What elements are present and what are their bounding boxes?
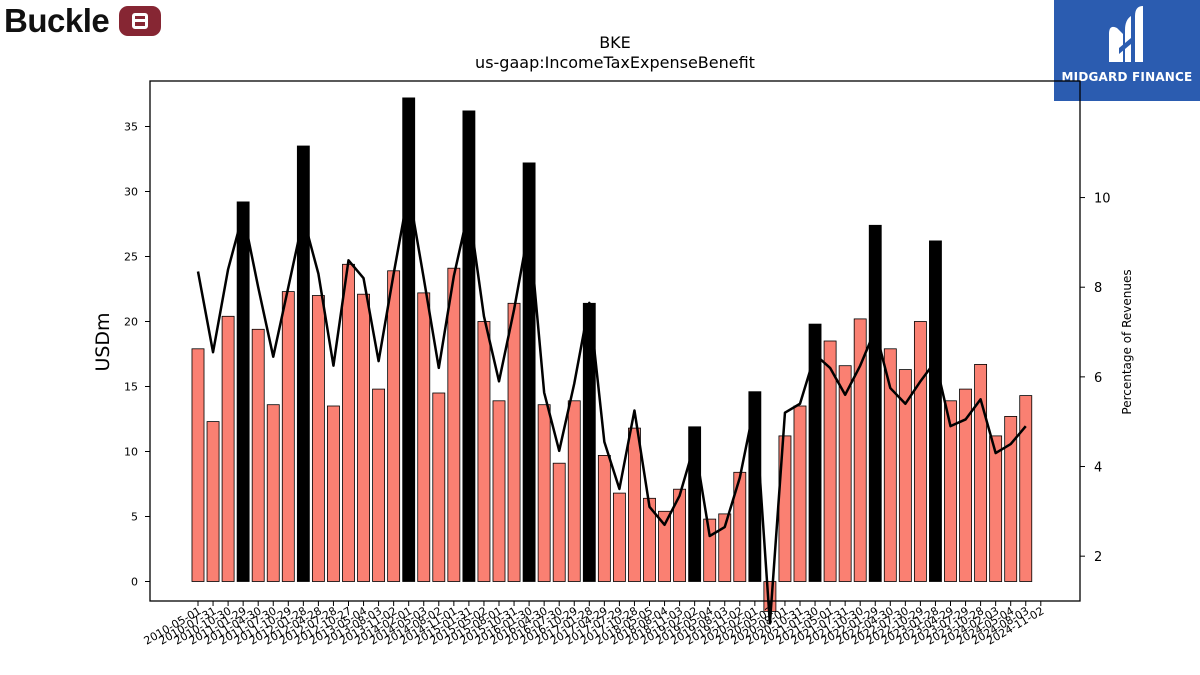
bar xyxy=(643,497,656,582)
y2-tick-label: 8 xyxy=(1094,281,1102,296)
bar xyxy=(387,270,401,582)
bar xyxy=(327,405,340,582)
bar xyxy=(266,404,280,582)
bar xyxy=(372,388,386,582)
bar xyxy=(883,348,897,582)
bar xyxy=(251,328,265,582)
bar xyxy=(281,291,295,582)
y2-tick-label: 10 xyxy=(1094,192,1111,207)
bar xyxy=(1019,395,1033,582)
bar xyxy=(974,363,988,582)
bar xyxy=(612,492,626,582)
y-tick-label: 5 xyxy=(131,511,138,524)
midgard-finance-logo: MIDGARD FINANCE xyxy=(1054,0,1200,101)
bar xyxy=(552,462,566,582)
bar xyxy=(1004,415,1018,582)
bar xyxy=(808,323,822,582)
bar-series xyxy=(191,97,1033,612)
midgard-mark-icon xyxy=(1109,6,1143,62)
bar xyxy=(868,224,882,582)
bar xyxy=(206,421,220,582)
y2-tick-label: 6 xyxy=(1094,371,1102,386)
bar xyxy=(628,427,641,582)
bar xyxy=(311,295,325,582)
line-series xyxy=(196,189,1027,625)
y-tick-label: 0 xyxy=(131,576,138,589)
bar xyxy=(236,201,250,582)
bar xyxy=(567,400,581,582)
y-tick-label: 10 xyxy=(124,446,138,459)
buckle-logo: Buckle xyxy=(4,2,162,40)
bar xyxy=(462,110,476,582)
y-tick-label: 30 xyxy=(124,186,138,199)
bar xyxy=(537,404,551,582)
bar xyxy=(191,348,205,582)
bar xyxy=(658,510,671,582)
y-tick-label: 15 xyxy=(124,381,138,394)
y2-tick-label: 2 xyxy=(1094,550,1102,565)
bar xyxy=(929,240,942,582)
line-path xyxy=(196,189,1027,625)
plot-frame xyxy=(149,80,1081,602)
chart-title: BKE xyxy=(599,33,631,52)
bar xyxy=(898,369,912,582)
bar xyxy=(913,321,927,582)
y2-axis-label: Percentage of Revenues xyxy=(1120,269,1134,414)
buckle-logo-text: Buckle xyxy=(4,2,110,39)
bar xyxy=(296,145,310,582)
brand-name: MIDGARD FINANCE xyxy=(1061,70,1193,84)
bar xyxy=(432,392,446,582)
y2-tick-label: 4 xyxy=(1094,461,1102,476)
bar xyxy=(342,263,355,582)
buckle-mark-icon xyxy=(119,6,162,36)
y-tick-label: 20 xyxy=(124,316,138,329)
bar xyxy=(793,405,807,582)
bar xyxy=(944,400,957,582)
bar xyxy=(221,315,235,582)
bar xyxy=(989,435,1003,582)
bar xyxy=(838,365,852,582)
axes: 051015202530352468102010-05-012010-07-31… xyxy=(124,80,1111,648)
bar xyxy=(402,97,416,582)
y-axis-label: USDm xyxy=(92,312,114,371)
bar xyxy=(447,267,461,582)
bar xyxy=(959,388,972,582)
y-tick-label: 35 xyxy=(124,121,138,134)
bar xyxy=(597,454,611,582)
bar xyxy=(492,400,506,582)
bar xyxy=(853,318,867,582)
bar xyxy=(417,292,431,582)
bar xyxy=(673,488,687,582)
chart-subtitle: us-gaap:IncomeTaxExpenseBenefit xyxy=(475,53,755,72)
bar xyxy=(823,340,837,582)
y-tick-label: 25 xyxy=(124,251,138,264)
bar xyxy=(507,302,521,582)
bar xyxy=(357,293,370,582)
bar xyxy=(477,321,491,582)
bar xyxy=(718,513,732,582)
